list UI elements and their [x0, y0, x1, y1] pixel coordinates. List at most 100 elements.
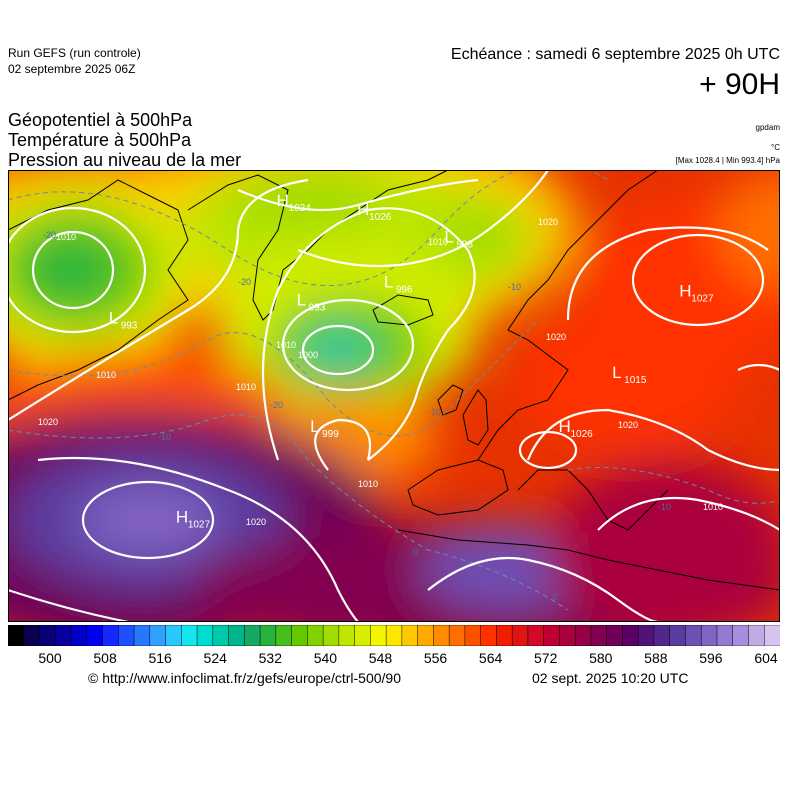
isobar-label: 1010 [56, 232, 76, 242]
colorbar-tick-label: 540 [314, 650, 338, 666]
colorbar-swatch [637, 625, 655, 646]
geopotential-field [8, 170, 780, 622]
colorbar-swatch [763, 625, 780, 646]
isobar-label: 1020 [546, 332, 566, 342]
colorbar-ticks: 500 508 516 524 532 540 548 556 564 572 580 588 596 6… [38, 650, 778, 666]
colorbar-swatch [39, 625, 57, 646]
low-pressure-center: L 993 [109, 309, 138, 332]
colorbar-tick-label: 556 [424, 650, 448, 666]
colorbar-swatch [748, 625, 765, 646]
generation-date: 02 sept. 2025 10:20 UTC [532, 670, 689, 686]
pressure-center-letter: L [612, 363, 621, 382]
map-frame [8, 170, 780, 622]
colorbar-swatch [354, 625, 372, 646]
lead-time: + 90H [699, 68, 780, 101]
pressure-center-letter: H [679, 282, 691, 301]
pressure-center-letter: L [310, 417, 319, 436]
colorbar-swatch [244, 625, 261, 646]
colorbar-tick-label: 500 [38, 650, 62, 666]
colorbar-tick-label: 588 [644, 650, 668, 666]
colorbar-swatch [259, 625, 277, 646]
colorbar-swatch [385, 625, 403, 646]
pressure-center-value: 1026 [570, 429, 593, 440]
colorbar-swatch [480, 625, 498, 646]
pressure-center-value: 1015 [624, 375, 647, 386]
pressure-center-letter: L [297, 291, 306, 310]
weather-map: 1010 1010 1010 1010 1020 1000 1010 1020 … [8, 170, 780, 622]
colorbar-tick-label: 596 [699, 650, 723, 666]
parameter-temperature: Température à 500hPa [8, 130, 192, 150]
pressure-center-value: 999 [322, 429, 339, 440]
colorbar-swatch [417, 625, 435, 646]
isotherm-label: -20 [270, 400, 283, 410]
copyright-url: © http://www.infoclimat.fr/z/gefs/europe… [88, 670, 402, 686]
colorbar-swatch [196, 625, 214, 646]
colorbar-swatch [370, 625, 387, 646]
high-pressure-center: H 1026 [558, 417, 593, 440]
colorbar [8, 625, 780, 646]
pressure-center-value: 1027 [691, 294, 714, 305]
isotherm-label: -10 [508, 282, 521, 292]
pressure-center-letter: H [176, 508, 188, 527]
low-pressure-center: L 999 [310, 417, 339, 440]
colorbar-swatch [228, 625, 246, 646]
colorbar-swatch [700, 625, 718, 646]
isotherm-label: -10 [428, 407, 441, 417]
colorbar-swatch [149, 625, 167, 646]
colorbar-tick-label: 548 [369, 650, 393, 666]
pressure-center-letter: H [277, 191, 289, 210]
colorbar-swatch [133, 625, 151, 646]
colorbar-tick-label: 564 [479, 650, 503, 666]
pressure-center-value: 998 [456, 239, 473, 250]
colorbar-tick-label: 532 [259, 650, 283, 666]
colorbar-swatch [448, 625, 466, 646]
pressure-center-value: 996 [396, 285, 413, 296]
isobar-labels-group: 1010 1010 1010 1010 1020 1000 1010 1020 … [38, 217, 723, 527]
isotherm-label: 0 [553, 592, 558, 602]
isotherm-label: 0 [413, 547, 418, 557]
colorbar-swatch [86, 625, 104, 646]
high-pressure-center: H 1027 [679, 282, 714, 305]
forecast-valid-time: Echéance : samedi 6 septembre 2025 0h UT… [450, 46, 780, 63]
colorbar-swatch [212, 625, 230, 646]
pressure-center-letter: H [357, 200, 369, 219]
colorbar-tick-label: 604 [754, 650, 778, 666]
colorbar-swatch [102, 625, 120, 646]
isobar-label: 1010 [358, 479, 378, 489]
colorbar-swatch [716, 625, 734, 646]
colorbar-swatch [464, 625, 482, 646]
low-pressure-center: L 993 [297, 291, 326, 314]
low-pressure-center: L 1015 [612, 363, 647, 386]
colorbar-swatch [511, 625, 529, 646]
colorbar-swatch [574, 625, 592, 646]
colorbar-swatch [23, 625, 41, 646]
colorbar-swatch [590, 625, 608, 646]
colorbar-swatch [685, 625, 702, 646]
isobars [8, 170, 780, 622]
pressure-center-letter: L [109, 309, 118, 328]
isobar-label: 1020 [38, 417, 58, 427]
isotherm-label: -20 [238, 277, 251, 287]
colorbar-swatch [8, 625, 25, 646]
colorbar-swatch [70, 625, 88, 646]
isobar-label: 1010 [703, 502, 723, 512]
high-pressure-center: H 1024 [277, 191, 312, 214]
colorbar-swatch [118, 625, 135, 646]
isobar-label: 1020 [538, 217, 558, 227]
colorbar-swatch [401, 625, 419, 646]
isotherm-labels-group: -20 -20 -20 -10 -10 -10 -10 0 0 [43, 230, 671, 602]
colorbar-tick-label: 516 [148, 650, 172, 666]
colorbar-swatch [338, 625, 356, 646]
isotherm-label: -10 [158, 432, 171, 442]
colorbar-swatch [496, 625, 513, 646]
colorbar-swatch [181, 625, 198, 646]
colorbar-tick-label: 580 [589, 650, 613, 666]
colorbar-swatch [307, 625, 324, 646]
colorbar-swatch [622, 625, 639, 646]
colorbar-swatch [527, 625, 545, 646]
run-title: Run GEFS (run controle) [8, 46, 141, 60]
pressure-extremes: [Max 1028.4 | Min 993.4] hPa [675, 156, 780, 165]
parameter-geopotential: Géopotentiel à 500hPa [8, 110, 193, 130]
colorbar-swatch [291, 625, 309, 646]
